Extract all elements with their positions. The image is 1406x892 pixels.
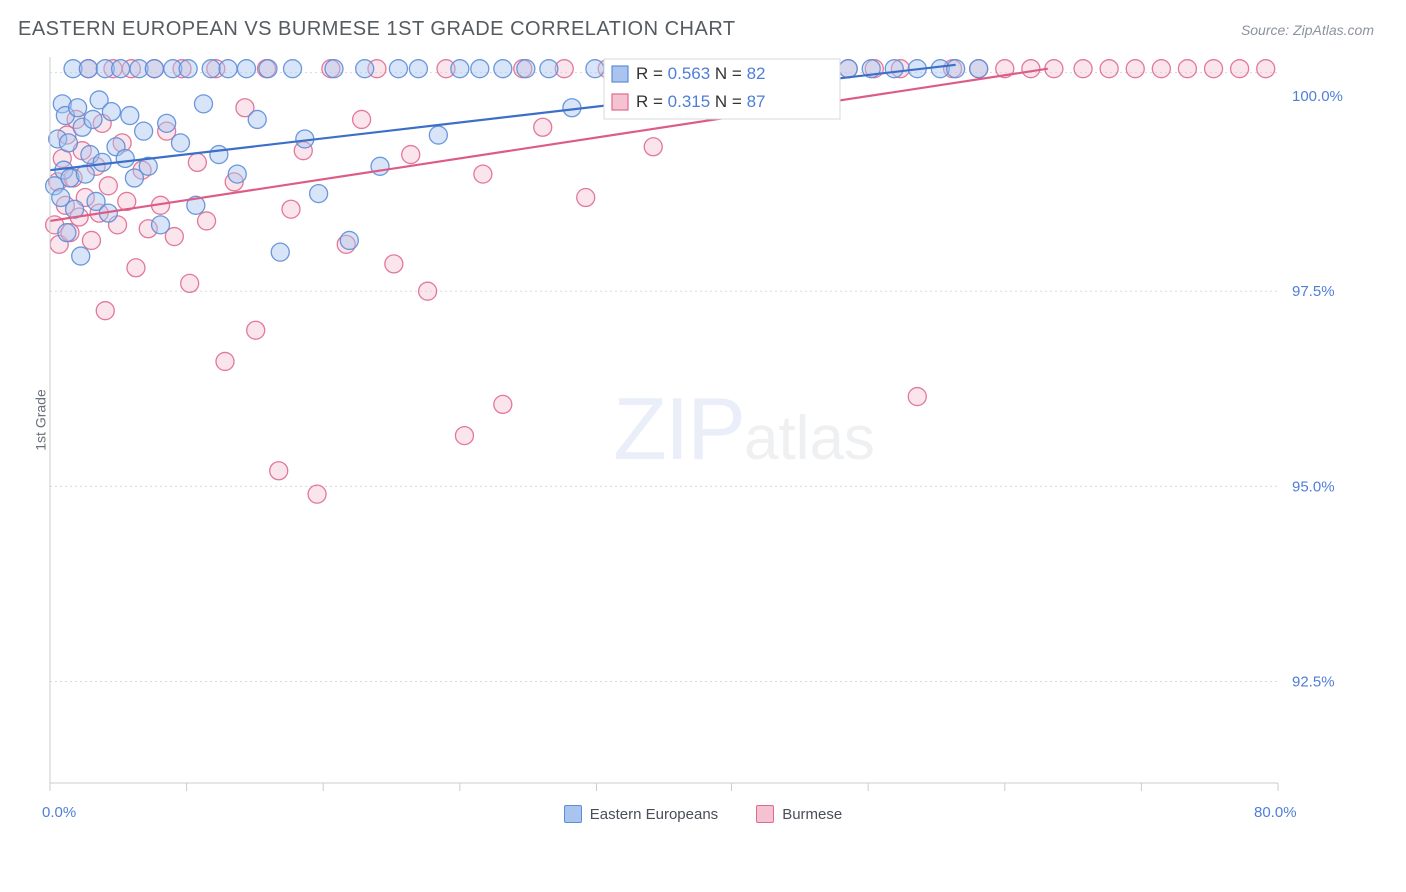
y-tick-label: 100.0%	[1292, 88, 1343, 105]
y-tick-label: 97.5%	[1292, 283, 1335, 300]
stats-row: R = 0.315 N = 87	[636, 92, 766, 111]
legend-label: Burmese	[782, 806, 842, 823]
stats-row: R = 0.563 N = 82	[636, 64, 766, 83]
scatter-point	[353, 110, 371, 128]
scatter-point	[158, 114, 176, 132]
y-tick-label: 95.0%	[1292, 478, 1335, 495]
legend-item: Eastern Europeans	[564, 805, 718, 823]
scatter-point	[271, 243, 289, 261]
scatter-point	[1178, 60, 1196, 78]
scatter-point	[259, 60, 277, 78]
scatter-point	[82, 231, 100, 249]
y-axis-label: 1st Grade	[33, 389, 49, 450]
scatter-point	[219, 60, 237, 78]
scatter-point	[248, 110, 266, 128]
chart-container: 1st Grade ZIPatlas92.5%95.0%97.5%100.0%R…	[44, 49, 1362, 791]
scatter-point	[181, 274, 199, 292]
scatter-point	[179, 60, 197, 78]
scatter-point	[1126, 60, 1144, 78]
scatter-point	[1022, 60, 1040, 78]
scatter-point	[1205, 60, 1223, 78]
scatter-point	[1231, 60, 1249, 78]
scatter-point	[171, 134, 189, 152]
scatter-point	[419, 282, 437, 300]
y-tick-label: 92.5%	[1292, 674, 1335, 691]
stats-swatch	[612, 66, 628, 82]
scatter-point	[84, 110, 102, 128]
scatter-point	[135, 122, 153, 140]
scatter-point	[210, 146, 228, 164]
scatter-point	[202, 60, 220, 78]
scatter-point	[102, 103, 120, 121]
legend: Eastern Europeans Burmese	[0, 805, 1406, 823]
chart-header: EASTERN EUROPEAN VS BURMESE 1ST GRADE CO…	[0, 0, 1406, 49]
scatter-point	[127, 259, 145, 277]
scatter-point	[112, 60, 130, 78]
scatter-point	[216, 352, 234, 370]
scatter-point	[429, 126, 447, 144]
scatter-point	[471, 60, 489, 78]
scatter-point	[451, 60, 469, 78]
scatter-point	[494, 60, 512, 78]
scatter-point	[494, 395, 512, 413]
scatter-point	[145, 60, 163, 78]
scatter-point	[1074, 60, 1092, 78]
legend-swatch	[564, 805, 582, 823]
scatter-point	[116, 149, 134, 167]
scatter-point	[947, 60, 965, 78]
scatter-point	[839, 60, 857, 78]
scatter-point	[356, 60, 374, 78]
scatter-point	[310, 185, 328, 203]
scatter-point	[534, 118, 552, 136]
scatter-point	[577, 189, 595, 207]
scatter-point	[195, 95, 213, 113]
chart-source: Source: ZipAtlas.com	[1241, 22, 1374, 38]
scatter-point	[270, 462, 288, 480]
scatter-point	[1257, 60, 1275, 78]
watermark: ZIPatlas	[613, 379, 875, 478]
legend-item: Burmese	[756, 805, 842, 823]
scatter-point	[198, 212, 216, 230]
scatter-point	[586, 60, 604, 78]
scatter-point	[409, 60, 427, 78]
scatter-point	[152, 216, 170, 234]
scatter-point	[121, 107, 139, 125]
legend-swatch	[756, 805, 774, 823]
scatter-point	[69, 99, 87, 117]
scatter-chart: ZIPatlas 92.5% 95.0% 97.5% 100.0% R = 0.563 N…	[44, 49, 1362, 791]
scatter-point	[385, 255, 403, 273]
stats-swatch	[612, 94, 628, 110]
scatter-point	[325, 60, 343, 78]
legend-label: Eastern Europeans	[590, 806, 718, 823]
scatter-point	[284, 60, 302, 78]
scatter-point	[228, 165, 246, 183]
scatter-point	[72, 247, 90, 265]
scatter-point	[96, 302, 114, 320]
scatter-point	[1152, 60, 1170, 78]
scatter-point	[237, 60, 255, 78]
scatter-point	[308, 485, 326, 503]
scatter-point	[58, 224, 76, 242]
scatter-point	[340, 231, 358, 249]
trend-line	[50, 69, 1048, 221]
scatter-point	[247, 321, 265, 339]
scatter-point	[517, 60, 535, 78]
scatter-point	[1100, 60, 1118, 78]
scatter-point	[908, 388, 926, 406]
scatter-point	[389, 60, 407, 78]
scatter-point	[99, 177, 117, 195]
scatter-point	[644, 138, 662, 156]
scatter-point	[282, 200, 300, 218]
scatter-point	[188, 153, 206, 171]
scatter-point	[79, 60, 97, 78]
scatter-point	[474, 165, 492, 183]
chart-title: EASTERN EUROPEAN VS BURMESE 1ST GRADE CO…	[18, 18, 736, 41]
scatter-point	[540, 60, 558, 78]
scatter-point	[970, 60, 988, 78]
scatter-point	[455, 427, 473, 445]
scatter-point	[402, 146, 420, 164]
scatter-point	[885, 60, 903, 78]
scatter-point	[59, 134, 77, 152]
